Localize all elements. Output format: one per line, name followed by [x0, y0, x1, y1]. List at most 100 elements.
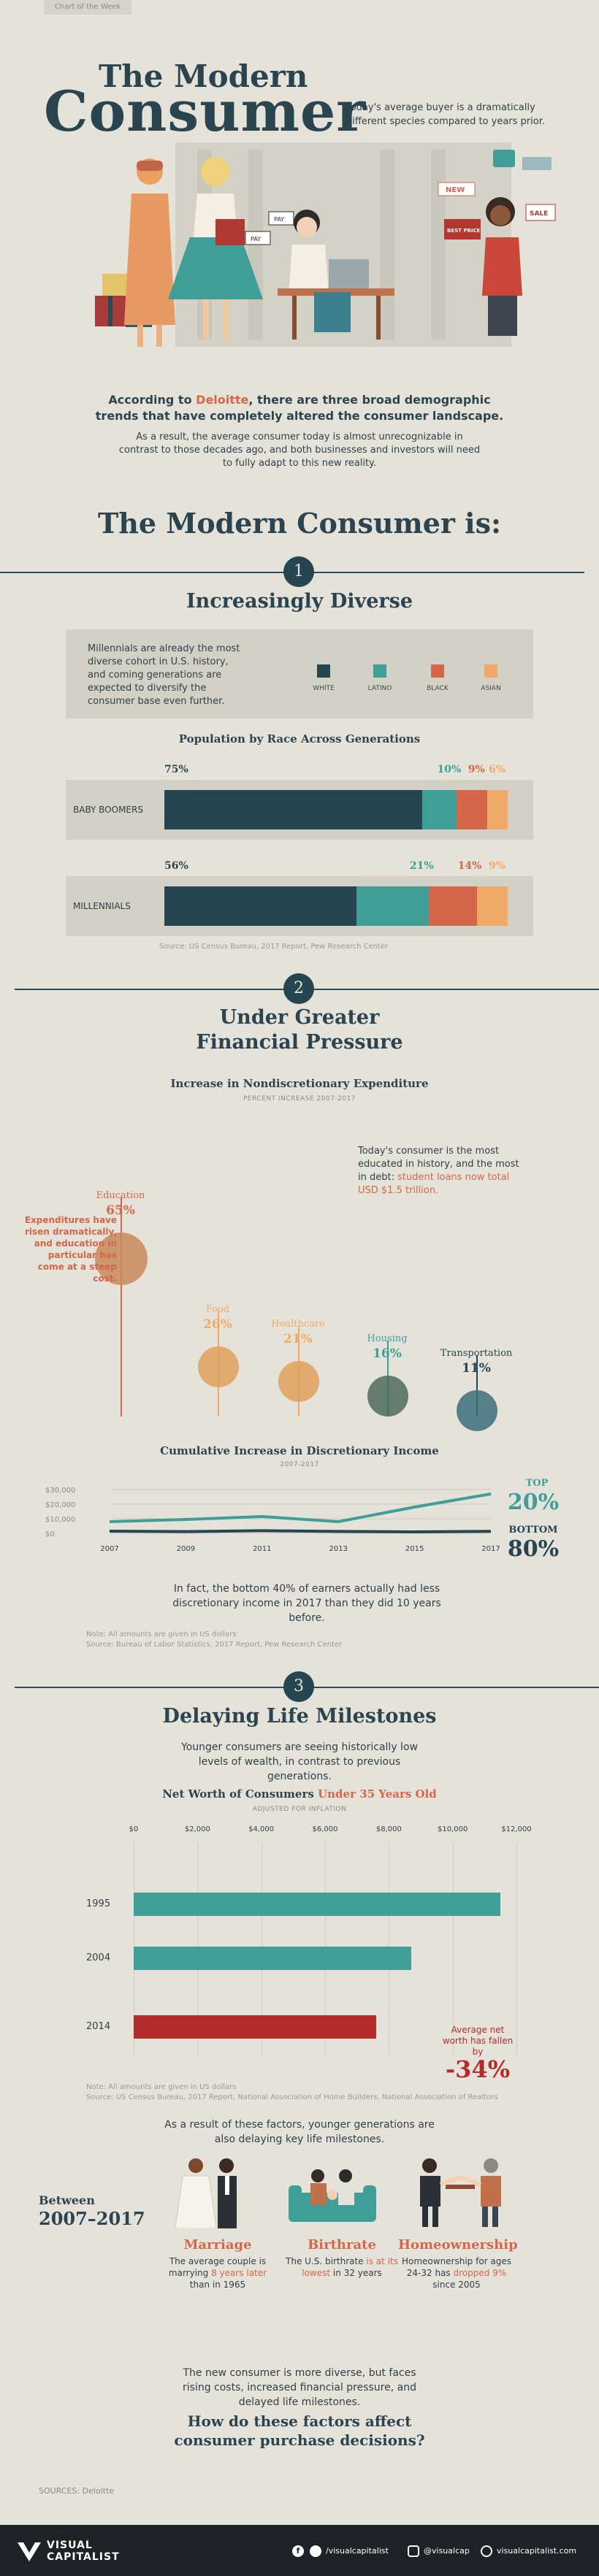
networth-year-label: 1995	[86, 1898, 111, 1909]
income-series-line	[109, 1492, 492, 1523]
section3-number: 3	[283, 1671, 314, 1702]
section2-note: Note: All amounts are given in US dollar…	[86, 1630, 237, 1638]
section2-number: 2	[283, 973, 314, 1004]
race-bar-segment	[356, 886, 429, 926]
intro-lead-source: Deloitte	[196, 393, 249, 407]
instagram-icon[interactable]	[408, 2545, 419, 2557]
chart-of-week-tab: Chart of the Week	[44, 0, 131, 15]
section3-source: Source: US Census Bureau, 2017 Report, N…	[86, 2093, 498, 2101]
expenditure-value-label: 16%	[373, 1346, 402, 1361]
expenditure-value-label: 65%	[106, 1203, 135, 1218]
page-title-line1: The Modern	[99, 58, 308, 94]
legend-black-swatch	[431, 664, 444, 678]
expenditure-icon	[457, 1390, 497, 1431]
section1-heading: Increasingly Diverse	[186, 590, 413, 613]
expenditure-callout-left: Expenditures have risen dramatically, an…	[24, 1215, 117, 1284]
expenditure-icon	[278, 1361, 319, 1402]
milestone-text-suffix: since 2005	[432, 2280, 481, 2290]
closing-text: The new consumer is more diverse, but fa…	[183, 2367, 416, 2408]
section3-note: Note: All amounts are given in US dollar…	[86, 2083, 237, 2091]
race-pct-label: 10%	[437, 764, 462, 775]
networth-callout-value: -34%	[445, 2055, 511, 2083]
networth-title-highlight: Under 35 Years Old	[318, 1787, 437, 1801]
income-chart-title: Cumulative Increase in Discretionary Inc…	[160, 1444, 439, 1457]
between-label: Between	[39, 2193, 95, 2207]
income-ytick-label: $30,000	[45, 1487, 75, 1495]
income-fact: In fact, the bottom 40% of earners actua…	[172, 1583, 441, 1624]
legend-white-swatch	[317, 664, 330, 678]
top-label: TOP	[525, 1478, 549, 1489]
networth-bar	[134, 1893, 501, 1916]
tab-label: Chart of the Week	[54, 3, 121, 11]
milestone-item: Birthrate The U.S. birthrate is at its lo…	[283, 2237, 400, 2279]
expenditure-chart-sub: PERCENT INCREASE 2007-2017	[243, 1095, 356, 1103]
intro-lead-prefix: According to	[108, 393, 192, 407]
twitter-icon[interactable]	[310, 2545, 321, 2557]
bottom-value: 80%	[507, 1536, 560, 1562]
hero-illustration: PAY PAY NEW BEST PRICE SALE	[88, 142, 562, 354]
birthrate-illustration	[289, 2160, 376, 2229]
section2-heading-line2: Financial Pressure	[196, 1031, 403, 1054]
milestone-text: The average couple is marrying 8 years l…	[159, 2255, 276, 2291]
networth-year-label: 2014	[86, 2021, 111, 2032]
site-link[interactable]: visualcapitalist.com	[497, 2546, 577, 2556]
legend-latino-swatch	[373, 664, 386, 678]
income-xtick-label: 2011	[253, 1545, 271, 1553]
race-bar-segment	[456, 790, 487, 829]
milestone-text-highlight: 8 years later	[211, 2268, 267, 2278]
race-pct-label: 6%	[489, 764, 506, 775]
legend-black-label: BLACK	[427, 685, 449, 692]
expenditure-value-label: 11%	[462, 1361, 491, 1376]
facebook-handle[interactable]: /visualcapitalist	[326, 2546, 389, 2556]
race-pct-label: 75%	[164, 764, 188, 775]
networth-xtick-label: $0	[129, 1825, 139, 1833]
milestone-text-prefix: The average couple is marrying	[168, 2256, 267, 2278]
tag-new: NEW	[446, 186, 465, 194]
legend-asian-label: ASIAN	[481, 685, 501, 692]
facebook-icon[interactable]: f	[292, 2545, 304, 2557]
homeownership-illustration	[409, 2155, 511, 2228]
milestone-text: The U.S. birthrate is at its lowest in 3…	[283, 2255, 400, 2279]
milestone-text-suffix: than in 1965	[189, 2280, 246, 2290]
section1-source: Source: US Census Bureau, 2017 Report, P…	[159, 943, 389, 951]
expenditure-chart: Education 65% Food 26% Healthcare 21% Housing 1…	[0, 1110, 599, 1431]
diversity-blurb: Millennials are already the most diverse…	[88, 643, 240, 707]
expenditure-pole	[476, 1355, 478, 1417]
income-chart-svg: $30,000 $20,000 $10,000 $0 2007 2009 2011 2013 2…	[45, 1487, 500, 1553]
expenditure-value-label: 26%	[203, 1317, 232, 1332]
milestone-title: Birthrate	[308, 2237, 376, 2253]
intro-lead-suffix: , there are three broad demographic tren…	[95, 393, 504, 423]
logo-icon	[16, 2538, 42, 2564]
sources-line: SOURCES: Deloitte	[39, 2486, 115, 2496]
race-pct-label: 14%	[457, 860, 482, 872]
legend-white-label: WHITE	[313, 685, 335, 692]
race-bar-segment	[487, 790, 508, 829]
income-xtick-label: 2007	[100, 1545, 118, 1553]
main-heading: The Modern Consumer is:	[97, 507, 502, 540]
expenditure-icon	[367, 1376, 408, 1417]
twitter-handle[interactable]: @visualcap	[424, 2546, 470, 2556]
milestone-text-suffix: in 32 years	[330, 2268, 382, 2278]
expenditure-pole	[121, 1197, 122, 1417]
networth-xtick-label: $12,000	[501, 1825, 532, 1833]
networth-xtick-label: $6,000	[312, 1825, 338, 1833]
footer-bar: VISUAL CAPITALIST f /visualcapitalist @v…	[0, 2525, 599, 2576]
brand-line2: CAPITALIST	[47, 2551, 120, 2563]
income-ytick-label: $10,000	[45, 1516, 75, 1524]
section3-heading: Delaying Life Milestones	[162, 1705, 437, 1728]
globe-icon[interactable]	[481, 2545, 492, 2557]
milestone-text-prefix: The U.S. birthrate	[286, 2256, 367, 2266]
bottom-label: BOTTOM	[508, 1525, 558, 1536]
expenditure-value-label: 21%	[283, 1332, 313, 1346]
milestones-intro: As a result of these factors, younger ge…	[164, 2119, 435, 2145]
race-chart: BABY BOOMERS 75% 10% 9% 6% MILLENNIALS 56% 21% 1…	[0, 752, 599, 942]
expenditure-callout-right: Today's consumer is the most educated in…	[358, 1145, 526, 1197]
section2-heading-line1: Under Greater	[219, 1006, 380, 1029]
income-chart-sub: 2007-2017	[280, 1461, 319, 1468]
section3-blurb: Younger consumers are seeing historicall…	[181, 1741, 418, 1782]
income-xtick-label: 2009	[177, 1545, 195, 1553]
pay-tag-2: PAY	[251, 236, 261, 242]
intro-lead: According to Deloitte, there are three b…	[88, 392, 511, 424]
between-years: 2007–2017	[39, 2208, 145, 2229]
milestone-text-prefix: Homeownership for ages 24-32 has	[401, 2256, 512, 2278]
